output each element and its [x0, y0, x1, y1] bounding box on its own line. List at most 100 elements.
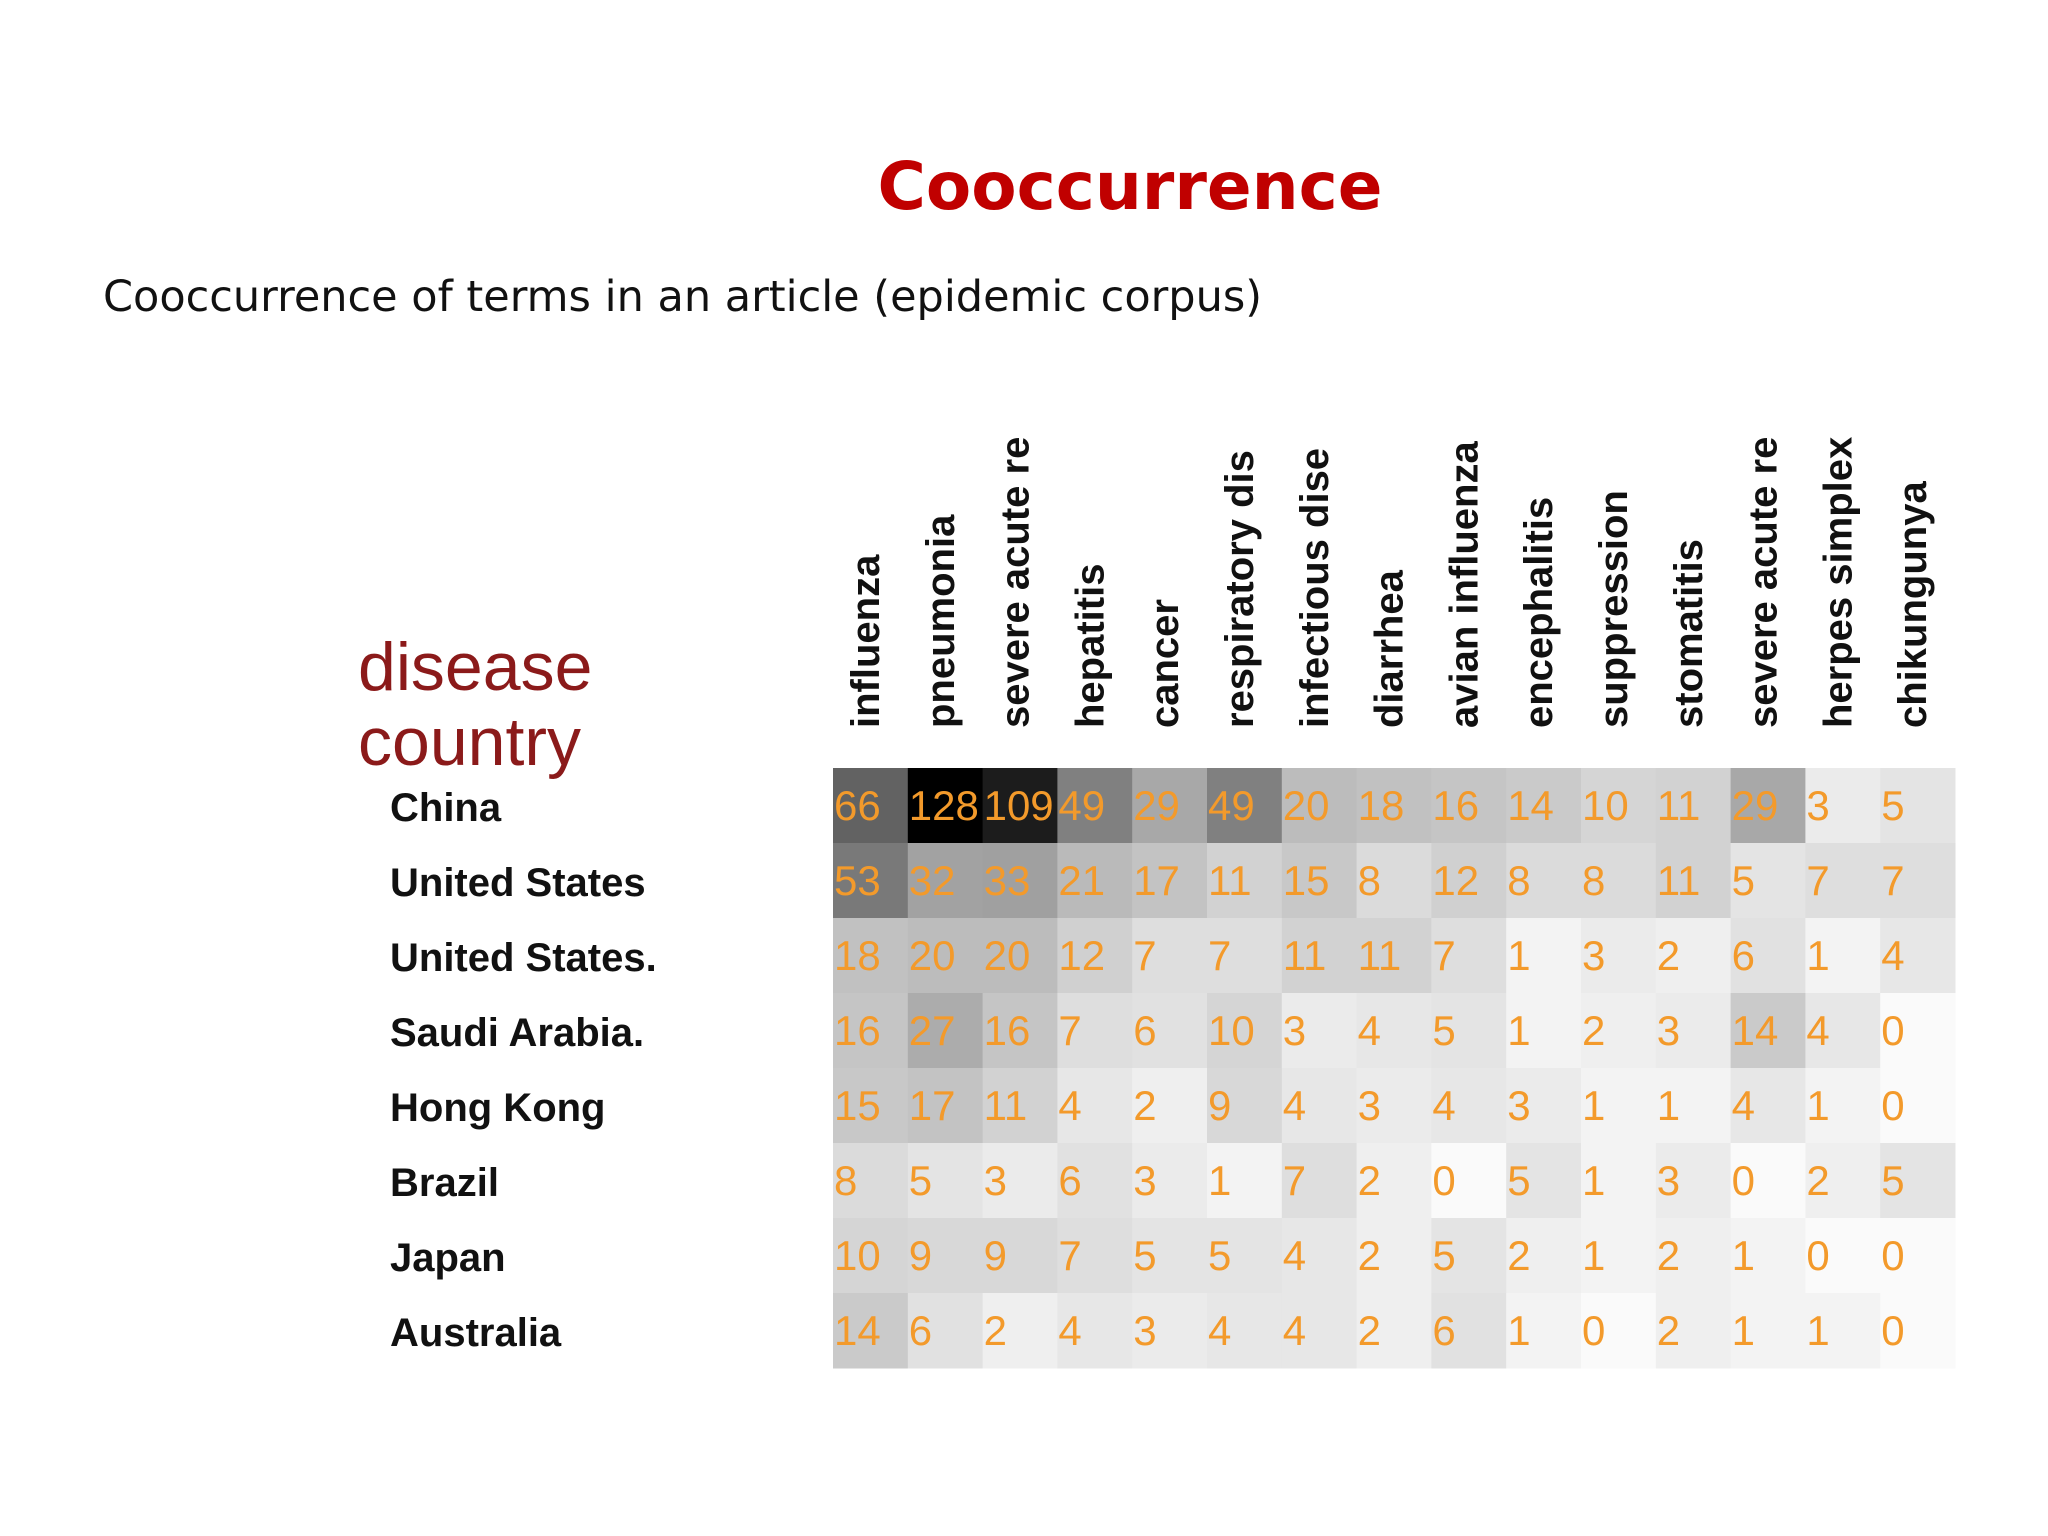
row-label: Japan: [390, 1236, 506, 1280]
heatmap-cell: [1207, 1068, 1283, 1144]
heatmap-cell: [907, 843, 984, 919]
cell-value-label: 11: [1657, 782, 1701, 829]
cell-value-label: 3: [1133, 1157, 1156, 1204]
heatmap-cell: [1207, 1143, 1283, 1219]
cell-value-label: 7: [1133, 932, 1156, 979]
heatmap-cell: [1581, 1218, 1657, 1294]
heatmap-cell: [1880, 1143, 1956, 1219]
cell-value-label: 29: [1732, 782, 1779, 829]
cell-value-label: 5: [1507, 1157, 1530, 1204]
cell-value-label: 20: [984, 932, 1031, 979]
heatmap-cell: [907, 768, 984, 844]
cell-value-label: 15: [1283, 857, 1330, 904]
heatmap-cell: [1730, 1293, 1806, 1369]
heatmap-cell: [907, 1068, 984, 1144]
column-label: stomatitis: [1667, 539, 1711, 728]
heatmap-cell: [1431, 993, 1507, 1069]
cell-value-label: 3: [1582, 932, 1605, 979]
heatmap-cell: [1431, 1293, 1507, 1369]
heatmap-cell: [1655, 918, 1732, 994]
cell-value-label: 11: [1657, 857, 1701, 904]
cell-value-label: 6: [909, 1307, 932, 1354]
row-label: Saudi Arabia.: [390, 1011, 644, 1055]
cell-value-label: 5: [909, 1157, 932, 1204]
heatmap-cell: [1805, 843, 1881, 919]
cell-value-label: 2: [1806, 1157, 1829, 1204]
row-label: United States: [390, 861, 646, 905]
heatmap-cell: [833, 918, 909, 994]
heatmap-cell: [1506, 1293, 1582, 1369]
heatmap-cell: [1057, 918, 1133, 994]
heatmap-cell: [1506, 843, 1582, 919]
column-axis-title: disease: [358, 629, 592, 705]
column-label: cancer: [1143, 599, 1187, 728]
heatmap-cell: [1581, 1293, 1657, 1369]
cell-value-label: 7: [1432, 932, 1455, 979]
cell-value-label: 6: [1133, 1007, 1156, 1054]
cell-value-label: 10: [1582, 782, 1629, 829]
column-label: influenza: [844, 554, 888, 728]
cell-value-label: 7: [1806, 857, 1829, 904]
heatmap-cell: [1431, 1068, 1507, 1144]
cell-value-label: 5: [1432, 1232, 1455, 1279]
cell-value-label: 11: [1283, 932, 1327, 979]
heatmap-cell: [1506, 1218, 1582, 1294]
cell-value-label: 1: [1582, 1082, 1605, 1129]
column-label: infectious dise: [1293, 448, 1337, 728]
heatmap-cell: [982, 1068, 1058, 1144]
column-label: hepatitis: [1068, 564, 1112, 728]
slide-title: Cooccurrence: [877, 148, 1383, 225]
heatmap-cell: [907, 1218, 984, 1294]
cell-value-label: 12: [1432, 857, 1479, 904]
cell-value-label: 14: [1732, 1007, 1779, 1054]
heatmap-cell: [982, 993, 1058, 1069]
cell-value-label: 9: [984, 1232, 1007, 1279]
heatmap-cell: [1132, 1068, 1208, 1144]
heatmap-cell: [907, 918, 984, 994]
cell-value-label: 14: [1507, 782, 1554, 829]
cell-value-label: 16: [834, 1007, 881, 1054]
cell-value-label: 8: [1358, 857, 1381, 904]
cell-value-label: 7: [1058, 1007, 1081, 1054]
heatmap-cell: [1431, 918, 1507, 994]
cell-value-label: 4: [1283, 1232, 1306, 1279]
cell-value-label: 6: [1058, 1157, 1081, 1204]
cell-value-label: 10: [1208, 1007, 1255, 1054]
heatmap-cell: [1655, 768, 1732, 844]
heatmap-cells: [833, 768, 1956, 1369]
heatmap-cell: [1057, 843, 1133, 919]
heatmap-cell: [1880, 1293, 1956, 1369]
heatmap-cell: [1281, 993, 1358, 1069]
cell-value-label: 2: [1358, 1232, 1381, 1279]
heatmap-cell: [1132, 993, 1208, 1069]
heatmap-cell: [1356, 918, 1432, 994]
heatmap-cell: [1431, 843, 1507, 919]
heatmap-cell: [1057, 1143, 1133, 1219]
heatmap-cell: [1506, 1068, 1582, 1144]
heatmap-cell: [833, 1218, 909, 1294]
cell-value-label: 7: [1058, 1232, 1081, 1279]
heatmap-cell: [982, 1143, 1058, 1219]
heatmap-cell: [1281, 1293, 1358, 1369]
cell-value-label: 11: [1358, 932, 1402, 979]
heatmap-cell: [1730, 993, 1806, 1069]
cell-value-label: 0: [1881, 1232, 1904, 1279]
cell-value-label: 9: [909, 1232, 932, 1279]
cell-value-label: 1: [1507, 932, 1530, 979]
heatmap-cell: [1581, 1068, 1657, 1144]
cell-value-label: 3: [1133, 1307, 1156, 1354]
heatmap-cell: [1356, 1218, 1432, 1294]
cell-value-label: 1: [1208, 1157, 1231, 1204]
cell-value-label: 3: [1283, 1007, 1306, 1054]
heatmap-cell: [833, 1143, 909, 1219]
cell-value-label: 4: [1208, 1307, 1231, 1354]
heatmap-cell: [1805, 1293, 1881, 1369]
heatmap-cell: [1057, 1068, 1133, 1144]
cell-value-label: 6: [1432, 1307, 1455, 1354]
cell-value-label: 4: [1358, 1007, 1381, 1054]
cell-value-label: 15: [834, 1082, 881, 1129]
row-label: United States.: [390, 936, 657, 980]
cell-value-label: 11: [1208, 857, 1252, 904]
cell-value-label: 29: [1133, 782, 1180, 829]
heatmap-cell: [907, 1293, 984, 1369]
